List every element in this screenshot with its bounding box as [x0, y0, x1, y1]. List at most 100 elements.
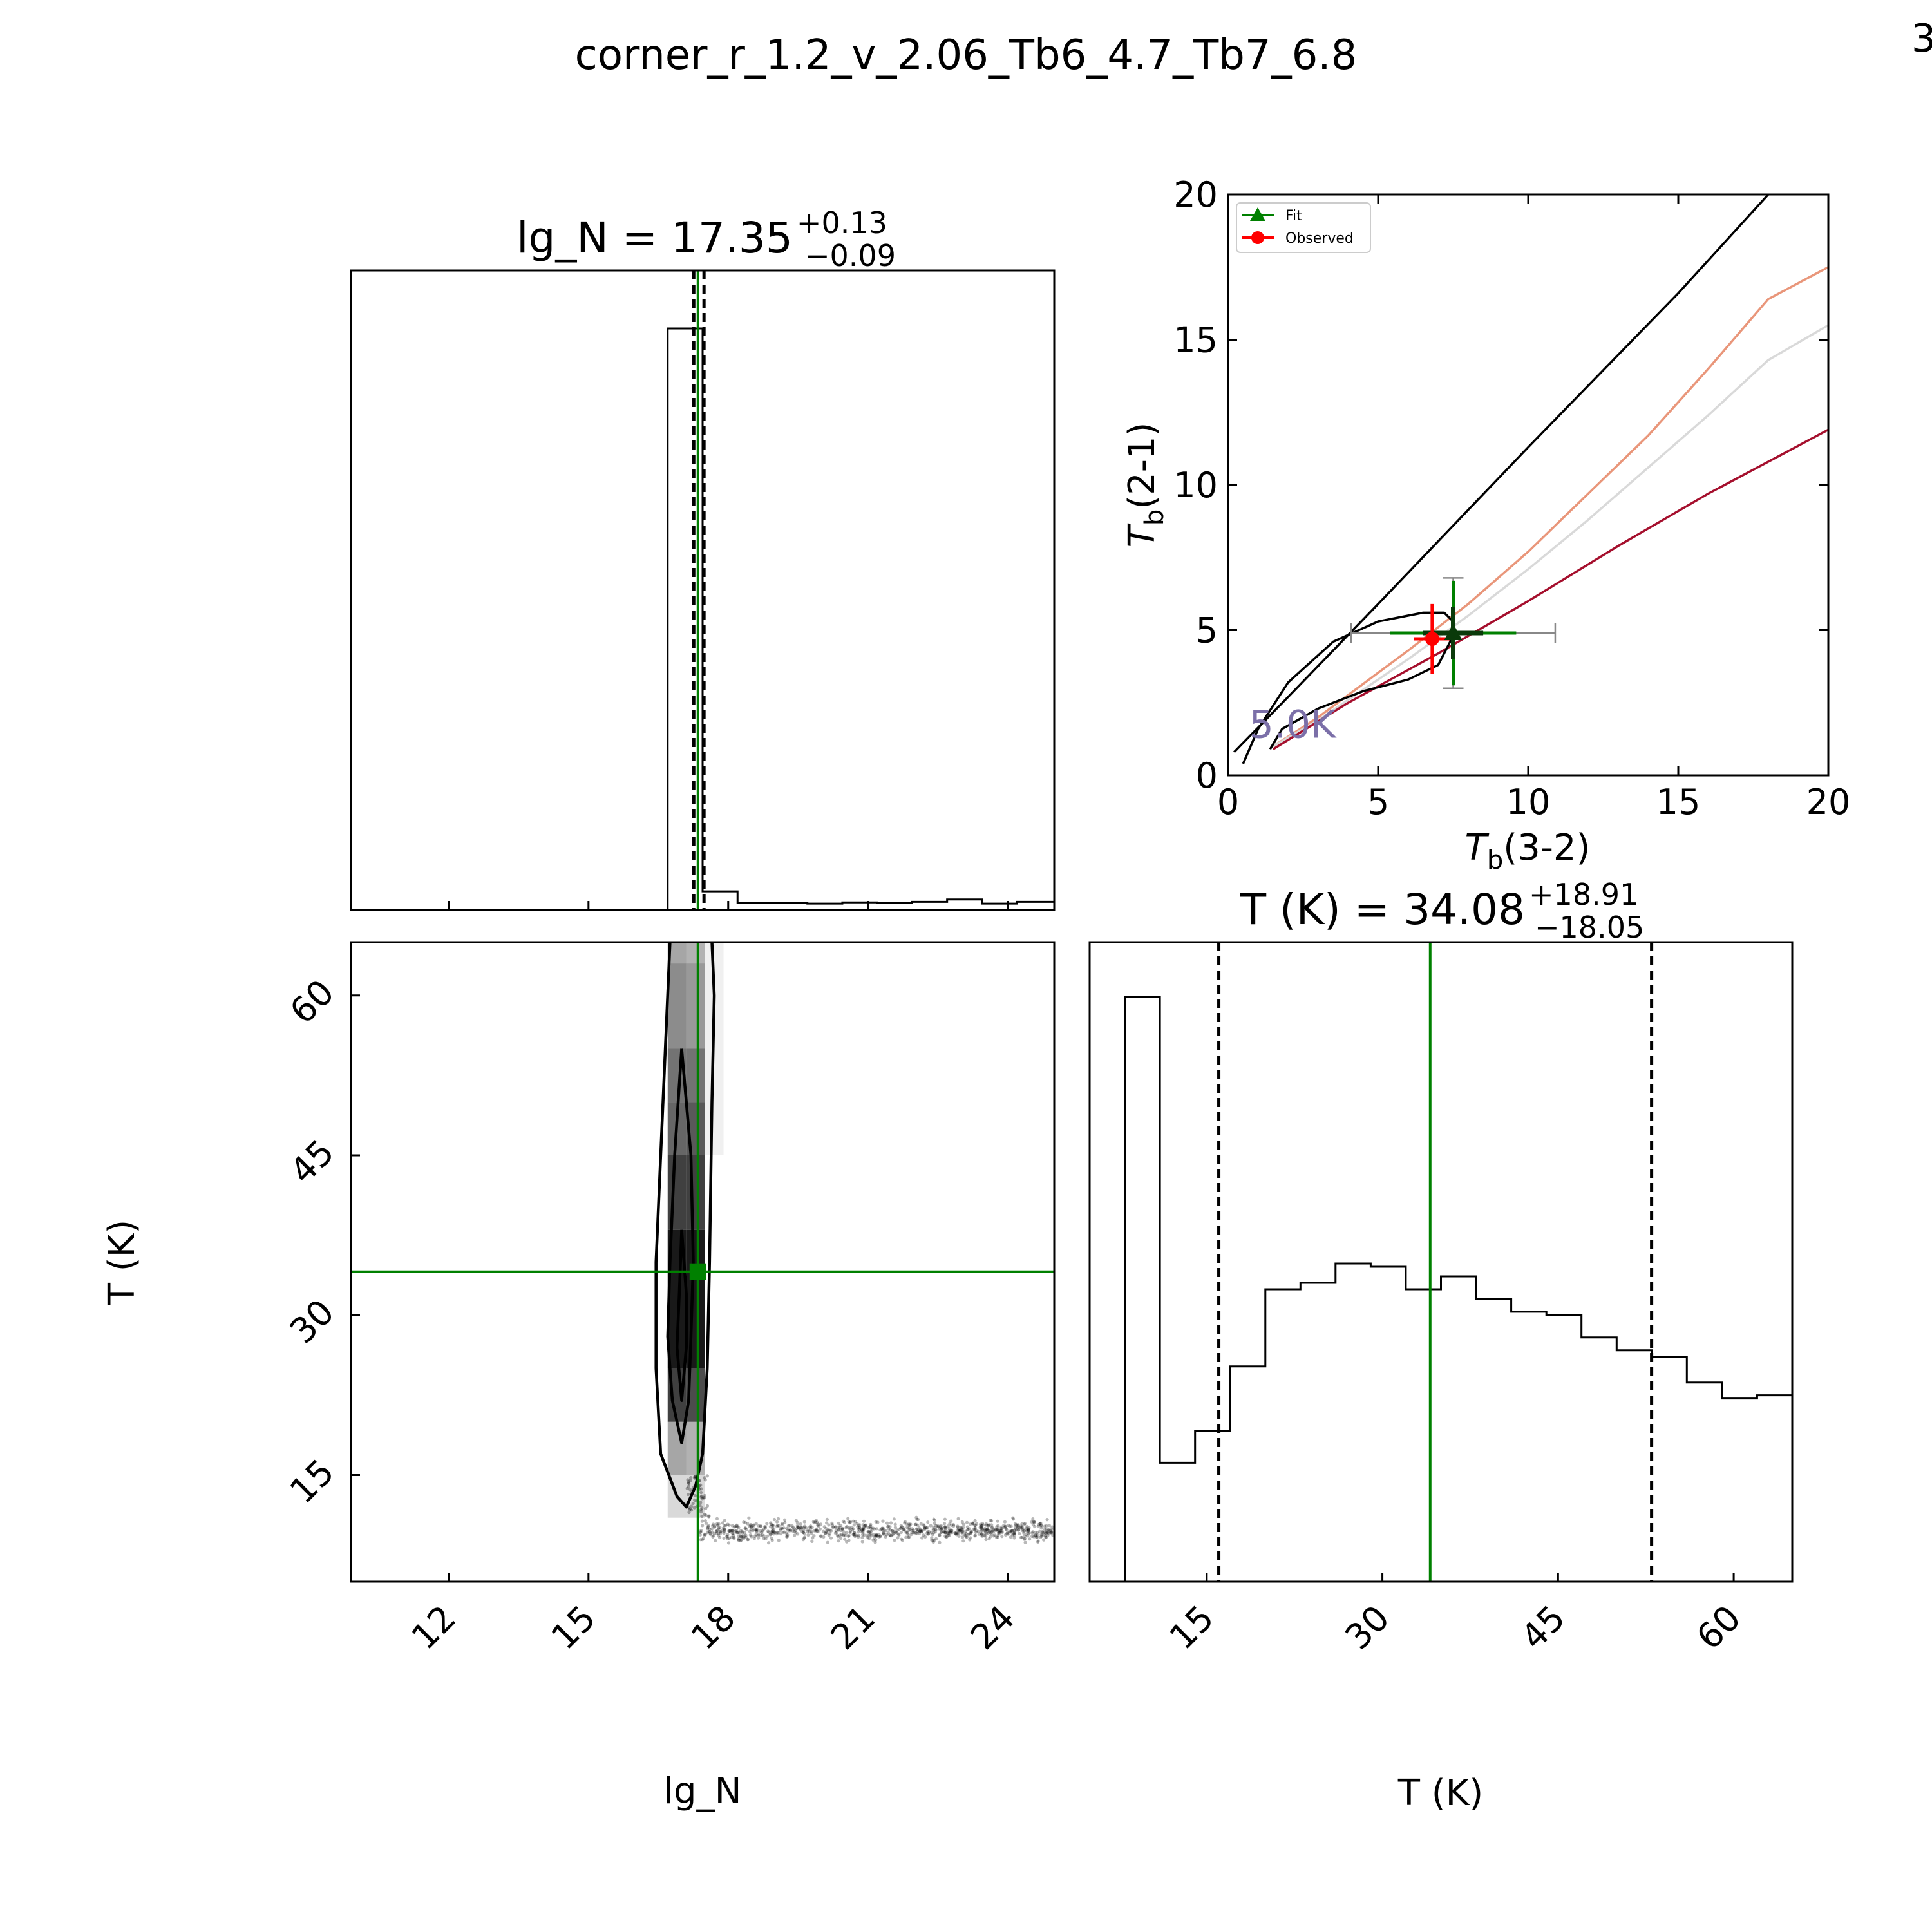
- sample-point: [829, 1536, 833, 1540]
- sample-point: [869, 1530, 873, 1533]
- sample-point: [965, 1528, 969, 1532]
- sample-point: [852, 1532, 856, 1537]
- sample-point: [706, 1525, 710, 1529]
- sample-point: [766, 1530, 770, 1533]
- sample-point: [860, 1540, 864, 1544]
- sample-point: [974, 1523, 978, 1527]
- sample-point: [825, 1530, 829, 1535]
- sample-point: [939, 1530, 943, 1534]
- sample-point: [726, 1522, 730, 1526]
- sample-point: [1039, 1535, 1043, 1539]
- sample-point: [837, 1527, 840, 1531]
- sample-point: [714, 1530, 718, 1533]
- sample-point: [731, 1531, 735, 1535]
- sample-point: [888, 1533, 892, 1537]
- sample-point: [971, 1522, 975, 1526]
- sample-point: [926, 1532, 931, 1536]
- sample-point: [837, 1521, 840, 1526]
- sample-point: [967, 1527, 971, 1531]
- sample-point: [747, 1516, 751, 1520]
- sample-point: [1039, 1521, 1043, 1525]
- sample-point: [705, 1531, 710, 1535]
- sample-point: [743, 1527, 747, 1531]
- sample-point: [840, 1527, 844, 1531]
- sample-point: [840, 1533, 844, 1537]
- tb-x-axis-label-main: T: [1465, 827, 1490, 869]
- sample-point: [918, 1529, 922, 1533]
- sample-point: [783, 1520, 787, 1524]
- sample-point: [801, 1530, 805, 1534]
- sample-point: [736, 1531, 740, 1535]
- sample-point: [949, 1530, 952, 1535]
- sample-point: [1012, 1533, 1016, 1537]
- density-cell: [686, 1048, 705, 1103]
- sample-point: [868, 1525, 872, 1529]
- sample-point: [710, 1527, 714, 1531]
- sample-point: [1032, 1520, 1036, 1524]
- sample-point: [985, 1528, 989, 1531]
- sample-point: [906, 1533, 910, 1537]
- sample-point: [732, 1535, 736, 1539]
- sample-point: [817, 1524, 821, 1529]
- sample-point: [929, 1531, 933, 1535]
- sample-point: [1023, 1534, 1027, 1538]
- sample-point: [989, 1519, 992, 1522]
- sample-point: [961, 1526, 965, 1530]
- sample-point: [869, 1532, 873, 1536]
- sample-point: [848, 1527, 851, 1531]
- sample-point: [715, 1531, 719, 1535]
- sample-point: [797, 1527, 801, 1531]
- sample-point: [981, 1523, 985, 1527]
- sample-point: [711, 1524, 715, 1528]
- sample-point: [788, 1528, 792, 1531]
- sample-point: [754, 1522, 758, 1526]
- sample-point: [848, 1520, 853, 1524]
- sample-point: [1012, 1536, 1016, 1540]
- sample-point: [1009, 1529, 1013, 1533]
- sample-point: [899, 1526, 903, 1530]
- tb-model-curve-1: [1272, 266, 1828, 748]
- sample-point: [992, 1530, 996, 1534]
- sample-point: [814, 1519, 818, 1522]
- sample-point: [712, 1522, 715, 1526]
- sample-point: [701, 1536, 705, 1540]
- sample-point: [839, 1523, 843, 1528]
- sample-point: [999, 1525, 1003, 1529]
- sample-point: [714, 1539, 717, 1542]
- sample-point: [945, 1535, 949, 1539]
- sample-point: [759, 1533, 762, 1537]
- sample-point: [768, 1533, 772, 1537]
- sample-point: [691, 1501, 695, 1506]
- sample-point: [751, 1523, 755, 1527]
- sample-point: [853, 1533, 857, 1537]
- sample-point: [999, 1527, 1003, 1531]
- sample-point: [741, 1535, 745, 1539]
- sample-point: [858, 1526, 862, 1530]
- sample-point: [825, 1517, 829, 1521]
- sample-point: [971, 1522, 975, 1526]
- sample-point: [980, 1532, 984, 1536]
- sample-point: [793, 1530, 797, 1533]
- sample-point: [710, 1530, 714, 1534]
- sample-point: [918, 1531, 922, 1535]
- sample-point: [846, 1517, 850, 1520]
- sample-point: [943, 1531, 947, 1535]
- sample-point: [786, 1524, 790, 1528]
- sample-point: [693, 1498, 697, 1502]
- sample-point: [701, 1538, 705, 1542]
- sample-point: [933, 1539, 936, 1542]
- sample-point: [887, 1524, 891, 1528]
- sample-point: [830, 1523, 835, 1527]
- sample-point: [990, 1532, 994, 1536]
- sample-point: [802, 1524, 807, 1528]
- sample-point: [857, 1535, 860, 1539]
- sample-point: [687, 1484, 690, 1488]
- sample-point: [875, 1533, 878, 1537]
- sample-point: [817, 1522, 820, 1526]
- sample-point: [756, 1533, 760, 1537]
- sample-point: [700, 1506, 704, 1510]
- sample-point: [1010, 1533, 1014, 1537]
- sample-point: [766, 1534, 770, 1538]
- sample-point: [795, 1524, 799, 1528]
- sample-point: [808, 1530, 811, 1533]
